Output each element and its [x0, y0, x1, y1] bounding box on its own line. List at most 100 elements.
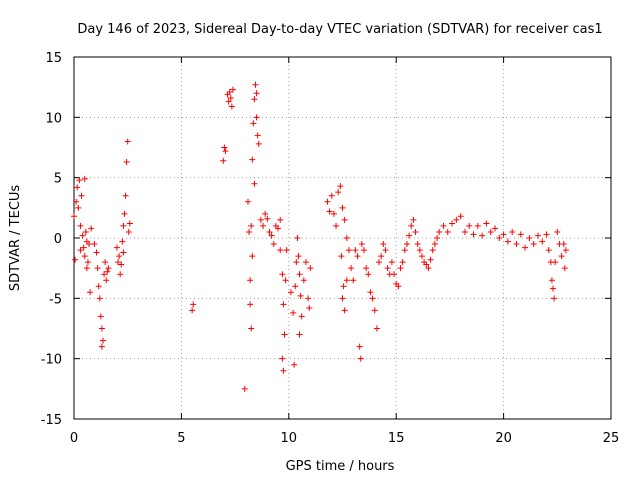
data-point [337, 183, 344, 190]
data-point [247, 301, 254, 308]
data-point [339, 295, 346, 302]
data-point [80, 244, 87, 251]
data-point [93, 249, 100, 256]
data-point [354, 253, 361, 260]
data-point [124, 138, 131, 145]
data-points [71, 81, 569, 392]
data-point [453, 216, 460, 223]
data-point [429, 247, 436, 254]
data-point [277, 216, 284, 223]
data-point [492, 225, 499, 232]
data-point [294, 235, 301, 241]
data-point [338, 253, 345, 260]
data-point [461, 228, 468, 235]
data-point [345, 247, 352, 254]
data-point [81, 253, 88, 260]
data-point [113, 244, 120, 251]
data-point [84, 259, 91, 266]
data-point [360, 247, 367, 254]
data-point [474, 222, 481, 229]
data-point [397, 265, 404, 272]
data-point [190, 301, 197, 308]
data-point [391, 271, 398, 278]
data-point [280, 367, 287, 374]
data-point [560, 241, 567, 248]
data-point [250, 120, 257, 127]
data-point [266, 228, 273, 235]
data-point [248, 325, 255, 332]
data-point [291, 361, 298, 368]
data-point [120, 249, 127, 256]
data-point [121, 210, 128, 217]
data-point [412, 228, 419, 235]
data-point [562, 247, 569, 254]
data-point [120, 222, 127, 229]
data-point [287, 289, 294, 296]
data-point [249, 156, 256, 163]
data-point [77, 222, 84, 229]
data-point [504, 238, 511, 245]
data-point [296, 331, 303, 338]
data-point [350, 277, 357, 284]
data-point [399, 259, 406, 266]
data-point [423, 261, 430, 268]
data-point [116, 253, 123, 260]
data-point [545, 247, 552, 254]
y-tick-labels: 15 10 5 0 -5 -10 -15 [41, 51, 62, 428]
data-point [280, 301, 287, 308]
data-point [341, 216, 348, 223]
data-point [251, 96, 258, 103]
data-point [225, 98, 232, 105]
data-point [561, 265, 568, 272]
data-point [401, 247, 408, 254]
data-point [296, 271, 303, 278]
x-tick-label: 25 [603, 431, 620, 446]
data-point [283, 247, 290, 254]
data-point [410, 216, 417, 223]
data-point [558, 253, 565, 260]
data-point [226, 88, 233, 95]
data-point [444, 228, 451, 235]
data-point [275, 225, 282, 232]
data-point [509, 228, 516, 235]
data-point [253, 114, 260, 121]
data-point [255, 140, 262, 147]
data-point [328, 192, 335, 199]
data-point [117, 271, 124, 278]
y-tick-label: 10 [45, 111, 62, 126]
data-point [220, 157, 227, 164]
x-tick-label: 15 [388, 431, 405, 446]
data-point [343, 235, 350, 241]
data-point [367, 289, 374, 296]
data-point [418, 253, 425, 260]
x-tick-labels: 0 5 10 15 20 25 [70, 431, 619, 446]
data-point [339, 204, 346, 211]
data-point [279, 271, 286, 278]
axis-ticks [73, 56, 612, 420]
data-point [293, 259, 300, 266]
data-point [83, 238, 90, 245]
data-point [513, 241, 520, 248]
data-point [295, 253, 302, 260]
data-point [487, 228, 494, 235]
data-point [252, 81, 259, 88]
data-point [302, 259, 309, 266]
data-point [99, 337, 106, 344]
data-point [122, 192, 129, 199]
data-point [550, 285, 557, 292]
data-point [403, 241, 410, 248]
y-tick-label: -10 [41, 353, 62, 368]
data-point [534, 232, 541, 239]
data-point [72, 256, 79, 263]
y-tick-label: 5 [54, 172, 62, 187]
data-point [335, 189, 342, 196]
data-point [306, 304, 313, 311]
data-point [281, 331, 288, 338]
data-point [222, 148, 229, 155]
data-point [382, 247, 389, 254]
data-point [341, 307, 348, 314]
data-point [356, 343, 363, 350]
data-point [363, 265, 370, 272]
data-point [76, 177, 83, 184]
